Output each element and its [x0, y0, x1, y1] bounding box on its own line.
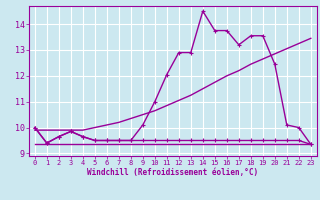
- X-axis label: Windchill (Refroidissement éolien,°C): Windchill (Refroidissement éolien,°C): [87, 168, 258, 177]
